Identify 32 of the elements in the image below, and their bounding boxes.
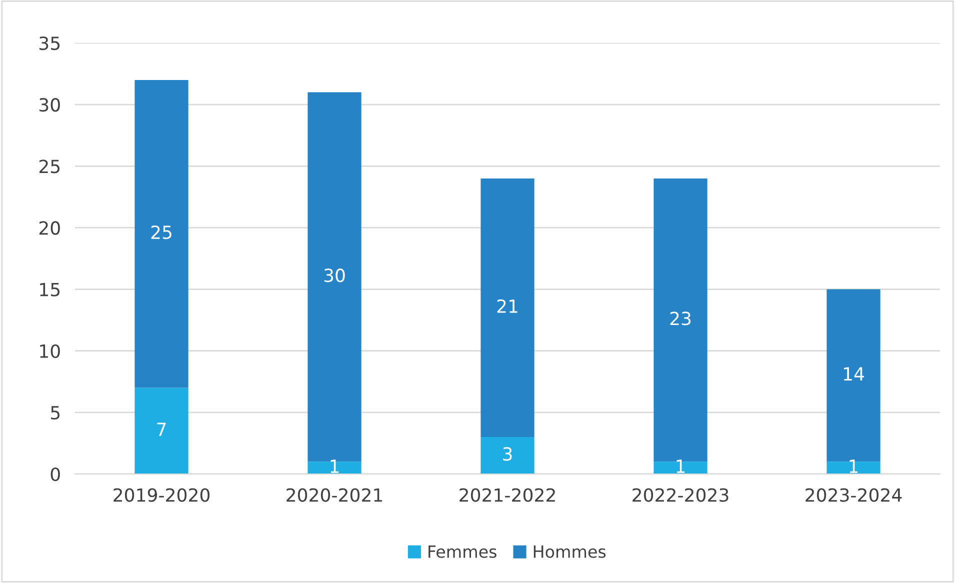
data-label: 21	[497, 299, 518, 313]
y-tick-label: 20	[39, 221, 60, 235]
data-label: 30	[324, 268, 345, 282]
data-label: 25	[151, 225, 172, 240]
y-tick-label: 30	[40, 98, 60, 112]
bar	[480, 437, 534, 474]
bar	[134, 388, 188, 474]
bar	[308, 462, 362, 474]
bar	[826, 462, 880, 474]
y-tick-label: 15	[40, 282, 60, 296]
x-tick-label: 2019-2020	[114, 488, 210, 502]
bar	[480, 178, 534, 438]
y-tick-label: 5	[51, 406, 60, 420]
data-label: 14	[844, 367, 864, 380]
data-label: 3	[503, 447, 512, 461]
bar	[654, 462, 708, 474]
data-label: 23	[670, 312, 691, 326]
bar	[134, 80, 188, 388]
data-label: 1	[330, 460, 339, 473]
y-tick-label: 25	[39, 160, 60, 174]
data-label: 7	[157, 422, 166, 436]
x-tick-label: 2022-2023	[632, 488, 728, 502]
data-label: 1	[676, 460, 685, 473]
x-tick-label: 2020-2021	[286, 488, 382, 502]
x-tick-label: 2021-2022	[460, 488, 555, 502]
y-tick-label: 0	[50, 467, 60, 482]
y-tick-label: 35	[40, 36, 60, 50]
y-tick-label: 10	[40, 344, 60, 358]
x-tick-label: 2023-2024	[806, 488, 902, 502]
legend-label: Hommes	[534, 546, 606, 558]
legend-label: Femmes	[428, 546, 496, 558]
data-label: 1	[850, 460, 858, 473]
